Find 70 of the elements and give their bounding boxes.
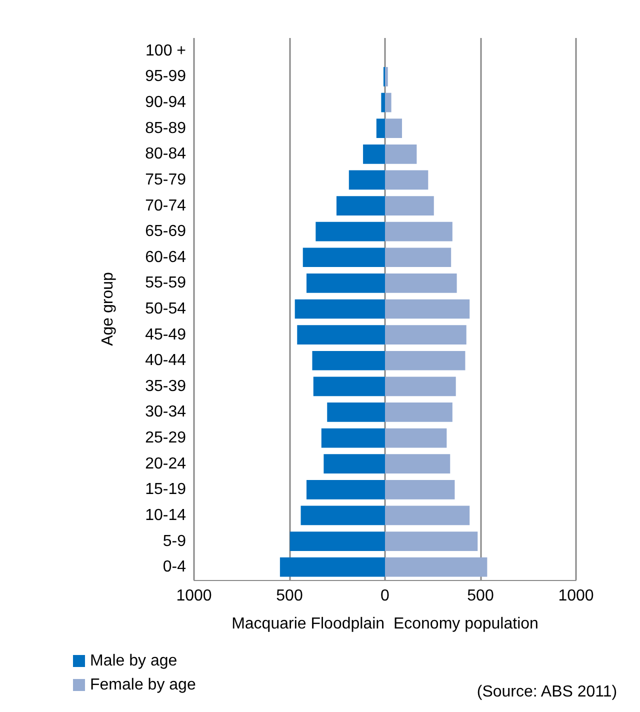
bar [385, 299, 470, 319]
bar [385, 454, 450, 474]
bar [385, 248, 452, 268]
bar [300, 506, 385, 526]
bar [385, 532, 478, 551]
bar [324, 454, 385, 474]
bar [316, 222, 385, 242]
y-tick-label: 75-79 [145, 171, 186, 188]
y-tick-label: 35-39 [145, 378, 186, 395]
y-tick-label: 45-49 [145, 326, 186, 344]
legend-label: Male by age [90, 652, 178, 670]
bar [385, 480, 455, 500]
y-tick-label: 10-14 [145, 506, 186, 524]
bar [385, 350, 466, 370]
x-tick-label: 500 [276, 588, 303, 604]
bar [302, 248, 385, 268]
bar [327, 402, 385, 422]
bar [385, 144, 417, 164]
bar [312, 350, 385, 370]
bar [385, 376, 456, 396]
bar [297, 325, 385, 344]
bar [321, 428, 385, 448]
bar [385, 325, 466, 344]
bar [290, 532, 385, 551]
bar [385, 92, 392, 112]
y-tick-label: 55-59 [145, 274, 186, 292]
bar [385, 170, 428, 190]
bar [376, 118, 385, 138]
bar [385, 118, 402, 138]
y-tick-label: 50-54 [145, 300, 186, 318]
y-tick-label: 60-64 [145, 248, 186, 266]
text: (Source: ABS 2011) [476, 684, 618, 700]
bar [306, 274, 385, 293]
bar [280, 557, 385, 577]
y-tick-label: 65-69 [145, 223, 186, 240]
x-tick-label: 0 [380, 588, 390, 604]
bar [385, 274, 457, 293]
y-tick-label: 100 + [146, 42, 186, 60]
bar [385, 402, 452, 422]
y-tick-label: 20-24 [145, 455, 186, 472]
y-tick-label: 25-29 [145, 430, 186, 447]
y-tick-label: 90-94 [145, 94, 186, 112]
bar [381, 92, 385, 112]
bar [348, 170, 385, 190]
x-tick-label: 1000 [558, 588, 594, 604]
x-axis-title: Macquarie Floodplain Economy population [232, 616, 538, 632]
bar [363, 144, 385, 164]
y-tick-label: 5-9 [162, 532, 186, 550]
y-tick-label: 40-44 [145, 352, 186, 370]
bar [385, 196, 434, 216]
bar [385, 557, 488, 577]
y-tick-label: 70-74 [145, 197, 186, 214]
x-tick-label: 500 [467, 588, 494, 604]
bar [306, 480, 385, 500]
y-tick-label: 30-34 [145, 404, 186, 421]
y-tick-label: 95-99 [145, 68, 186, 86]
bar [385, 67, 388, 86]
bar [385, 222, 452, 242]
y-tick-label: 85-89 [145, 120, 186, 137]
y-tick-label: 80-84 [145, 146, 186, 163]
legend-label: Female by age [90, 676, 196, 694]
bar [294, 299, 385, 319]
y-axis-title: Age group [100, 272, 116, 346]
bar [385, 506, 470, 526]
bar [336, 196, 385, 216]
bar [385, 428, 447, 448]
y-tick-label: 0-4 [162, 558, 186, 576]
bar [313, 376, 385, 396]
y-tick-label: 15-19 [145, 481, 186, 498]
x-tick-label: 1000 [176, 588, 212, 604]
